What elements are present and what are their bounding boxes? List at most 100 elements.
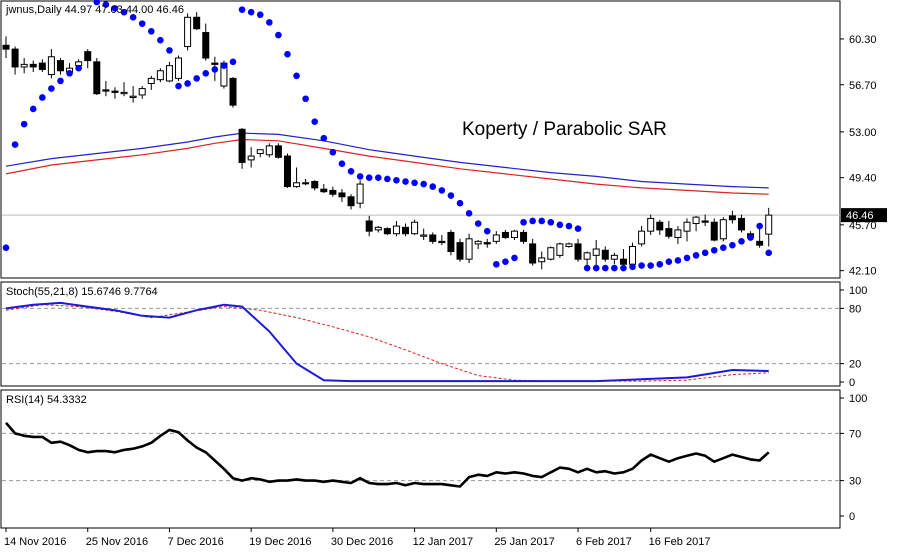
candle-body <box>383 228 391 235</box>
candle <box>256 149 264 158</box>
candle <box>229 77 237 108</box>
price-tick-label: 45.70 <box>849 220 877 232</box>
psar-dot <box>520 218 527 226</box>
chart-annotation: Koperty / Parabolic SAR <box>462 119 667 140</box>
psar-dot <box>765 249 773 257</box>
candle-body <box>283 155 291 188</box>
psar-dot <box>665 258 673 266</box>
psar-dot <box>157 36 164 44</box>
psar-dot <box>365 174 373 181</box>
candle <box>138 86 146 99</box>
psar-dot <box>184 80 191 87</box>
psar-dot <box>738 238 745 245</box>
candle <box>565 242 573 248</box>
candle <box>11 46 19 75</box>
psar-dot <box>175 82 182 90</box>
x-tick-label: 30 Dec 2016 <box>331 536 393 548</box>
candle-body <box>165 65 173 82</box>
psar-dot <box>347 168 355 175</box>
candle <box>601 246 609 262</box>
candle-body <box>547 247 555 260</box>
candle-body <box>247 155 255 161</box>
psar-dot <box>747 234 754 241</box>
candle-body <box>120 91 128 95</box>
psar-dot <box>302 95 309 103</box>
candle <box>129 86 137 103</box>
psar-dot <box>320 134 328 142</box>
candle <box>165 61 173 83</box>
stoch-tick-label: 20 <box>849 359 861 371</box>
candle-body <box>583 252 591 260</box>
psar-dot <box>502 258 509 266</box>
rsi-tick-label: 100 <box>849 393 867 405</box>
rsi-panel-frame <box>0 389 841 529</box>
psar-dot <box>293 72 300 80</box>
candle-body <box>429 234 437 242</box>
last-price-box <box>841 208 887 223</box>
candle-body <box>647 217 655 232</box>
candle-body <box>610 254 618 260</box>
psar-dot <box>338 160 346 167</box>
price-tick-label: 56.70 <box>849 80 877 92</box>
candle <box>592 240 600 267</box>
candle-body <box>156 70 164 81</box>
candle-body <box>293 182 301 188</box>
rsi-line <box>5 421 770 488</box>
envelope-lower-line <box>5 138 769 195</box>
psar-dot <box>583 264 591 272</box>
candle <box>47 49 55 79</box>
candle <box>20 58 28 74</box>
psar-dot <box>565 222 573 230</box>
x-tick-label: 25 Jan 2017 <box>494 536 555 548</box>
candle-body <box>56 60 64 72</box>
candle-body <box>311 181 319 189</box>
candle-body <box>492 234 500 242</box>
psar-dot <box>329 148 337 156</box>
psar-dot <box>592 264 600 272</box>
candle <box>683 218 691 242</box>
psar-dot <box>420 180 427 188</box>
candle-body <box>356 183 364 204</box>
candle-body <box>392 225 400 235</box>
candle-body <box>184 16 192 48</box>
candle-body <box>320 188 328 193</box>
x-tick-label: 19 Dec 2016 <box>249 536 311 548</box>
candle <box>120 82 128 97</box>
candle <box>429 232 437 244</box>
candle-body <box>211 62 219 65</box>
candle <box>610 252 618 265</box>
candle-body <box>2 44 10 50</box>
candle <box>547 246 555 261</box>
x-tick-label: 7 Dec 2016 <box>167 536 223 548</box>
candle-body <box>601 249 609 260</box>
candle <box>665 220 673 239</box>
psar-dot <box>129 13 137 21</box>
candle <box>147 75 155 90</box>
stoch-main-line <box>5 301 769 383</box>
candle <box>265 143 273 158</box>
candle <box>737 214 745 233</box>
psar-dot <box>275 31 282 39</box>
candle-body <box>629 245 637 265</box>
psar-dot <box>48 85 55 92</box>
psar-dot <box>166 47 173 54</box>
psar-dot <box>493 260 500 268</box>
candle <box>492 231 500 244</box>
candle-body <box>665 228 673 237</box>
candle-body <box>274 145 282 158</box>
candle-body <box>93 61 101 95</box>
psar-dot <box>57 77 64 85</box>
candle-body <box>338 192 346 198</box>
candle <box>392 220 400 237</box>
x-tick-label: 12 Jan 2017 <box>413 536 474 548</box>
candle-body <box>474 240 482 245</box>
psar-dot <box>547 218 555 226</box>
candle <box>329 186 337 197</box>
candle-body <box>756 240 764 246</box>
rsi-tick-label: 0 <box>849 511 855 523</box>
candle-body <box>737 217 745 231</box>
candle-body <box>719 219 727 240</box>
psar-dot <box>438 187 446 194</box>
candle-body <box>438 240 446 244</box>
candle <box>247 147 255 168</box>
